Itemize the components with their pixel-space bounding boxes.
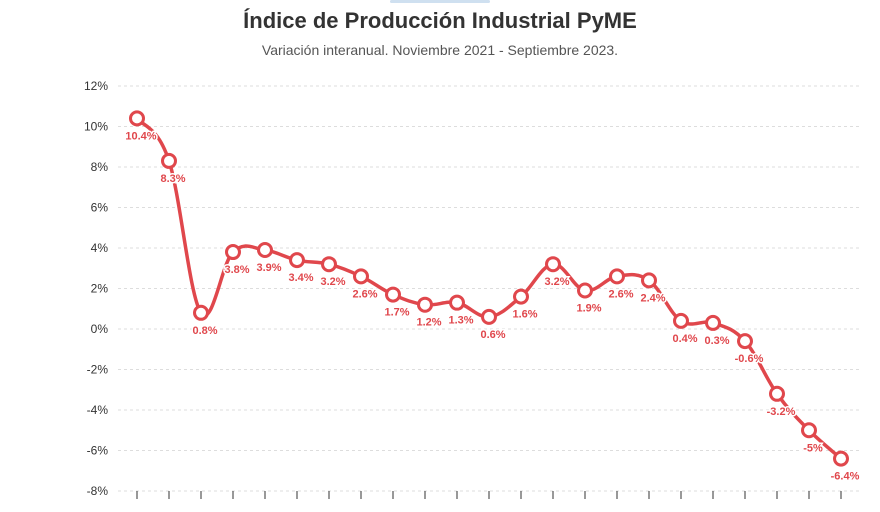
- data-label: 1.3%: [448, 315, 473, 327]
- data-point: [833, 450, 849, 467]
- data-point: [545, 256, 561, 273]
- data-label: 3.2%: [544, 276, 569, 288]
- data-point: [161, 152, 177, 169]
- data-label: 3.4%: [288, 272, 313, 284]
- y-tick-label: -6%: [87, 444, 109, 458]
- data-point: [225, 244, 241, 261]
- data-label: 0.4%: [672, 333, 697, 345]
- data-label: 3.8%: [224, 264, 249, 276]
- data-point: [801, 422, 817, 439]
- data-point: [385, 286, 401, 303]
- y-tick-label: -4%: [87, 403, 109, 417]
- y-tick-label: 2%: [91, 282, 109, 296]
- data-label: -6.4%: [831, 471, 860, 483]
- data-point: [417, 296, 433, 313]
- data-point: [769, 385, 785, 402]
- data-point: [705, 314, 721, 331]
- data-point: [289, 252, 305, 269]
- chart-title: Índice de Producción Industrial PyME: [243, 8, 637, 33]
- data-label: -5%: [803, 442, 823, 454]
- data-label: 3.9%: [256, 262, 281, 274]
- y-tick-label: -8%: [87, 484, 109, 498]
- data-point: [577, 282, 593, 299]
- chart-subtitle: Variación interanual. Noviembre 2021 - S…: [261, 42, 619, 58]
- y-axis: 12% 10% 8% 6% 4% 2% 0% -2% -4% -6% -8%: [84, 79, 108, 498]
- data-label: -3.2%: [767, 406, 796, 418]
- data-point: [321, 256, 337, 273]
- data-label: 1.2%: [416, 317, 441, 329]
- data-label: 2.6%: [352, 288, 377, 300]
- data-label: 2.6%: [608, 288, 633, 300]
- y-tick-label: 4%: [91, 241, 109, 255]
- y-tick-label: -2%: [87, 363, 109, 377]
- grid-lines: [118, 85, 860, 492]
- data-label: 3.2%: [320, 276, 345, 288]
- data-point: [193, 304, 209, 321]
- data-label: 1.6%: [512, 309, 537, 321]
- data-label: 2.4%: [640, 292, 665, 304]
- data-label: 0.3%: [704, 335, 729, 347]
- data-point: [353, 268, 369, 285]
- data-point: [513, 288, 529, 305]
- data-label: 1.7%: [384, 307, 409, 319]
- data-point: [257, 242, 273, 259]
- series-line: [135, 116, 843, 461]
- data-point: [449, 294, 465, 311]
- data-point: [641, 272, 657, 289]
- data-point: [737, 333, 753, 350]
- data-label: 0.6%: [480, 329, 505, 341]
- y-tick-label: 12%: [84, 79, 108, 93]
- y-tick-label: 6%: [91, 201, 109, 215]
- data-labels: 10.4% 8.3% 0.8% 3.8% 3.9% 3.4% 3.2% 2.6% 1.7% 1.2…: [124, 129, 861, 484]
- data-label: 8.3%: [160, 173, 185, 185]
- data-label: -0.6%: [735, 353, 764, 365]
- y-tick-label: 10%: [84, 120, 108, 134]
- data-point: [673, 312, 689, 329]
- data-label: 10.4%: [125, 130, 156, 142]
- data-point: [129, 110, 145, 127]
- data-point: [481, 308, 497, 325]
- data-points: [129, 110, 849, 467]
- data-point: [609, 268, 625, 285]
- data-label: 1.9%: [576, 303, 601, 315]
- x-axis: [136, 491, 842, 499]
- data-label: 0.8%: [192, 325, 217, 337]
- y-tick-label: 8%: [91, 160, 109, 174]
- y-tick-label: 0%: [91, 322, 109, 336]
- header-accent-bar: [390, 0, 490, 3]
